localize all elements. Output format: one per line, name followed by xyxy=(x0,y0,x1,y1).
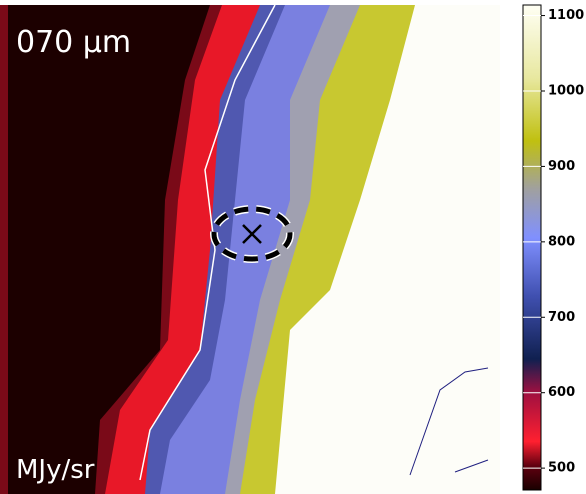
colorbar-tick-label: 1100 xyxy=(548,8,584,23)
center-marker xyxy=(242,224,262,244)
contour-blue xyxy=(409,367,489,476)
image: 070 μm MJy/sr xyxy=(0,4,500,494)
colorbar-tick-label: 600 xyxy=(548,385,575,400)
colorbar-tick-label: 1000 xyxy=(548,83,584,98)
contour-white xyxy=(139,4,276,481)
beam-ellipse xyxy=(211,206,293,262)
colorbar-tick-label: 800 xyxy=(548,234,575,249)
unit-label: MJy/sr xyxy=(16,455,95,485)
colorbar-ticks: 500 600 700 800 900 1000 1100 xyxy=(523,8,584,476)
region-black xyxy=(8,5,210,494)
band-label: 070 μm xyxy=(16,25,131,60)
colorbar-tick-label: 700 xyxy=(548,310,575,325)
colorbar-tick-label: 500 xyxy=(548,461,575,476)
colorbar-tick-label: 900 xyxy=(548,159,575,174)
colorbar xyxy=(522,4,542,491)
